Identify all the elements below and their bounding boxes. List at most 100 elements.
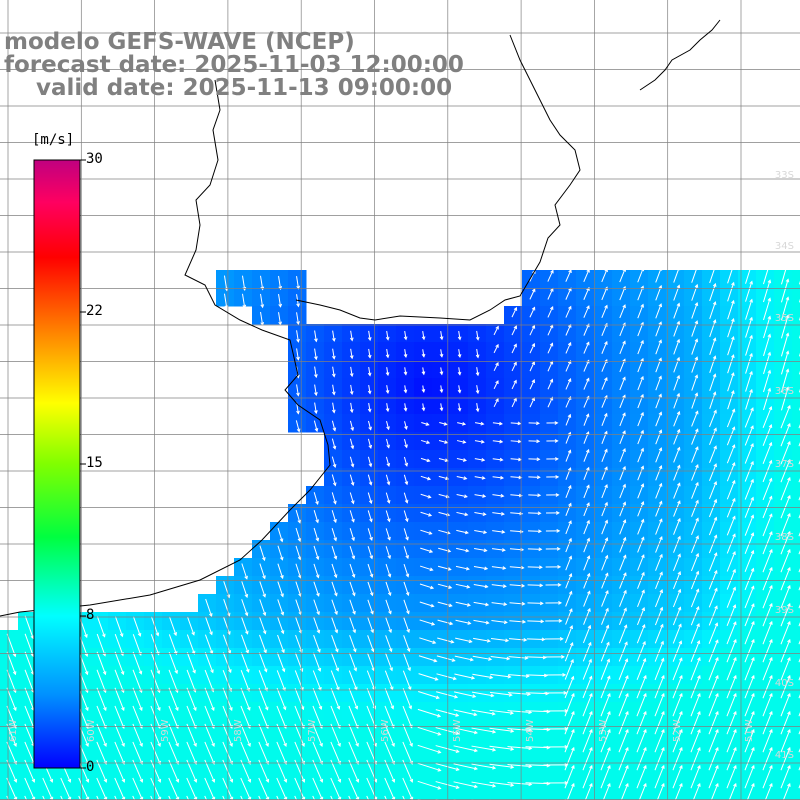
wind-arrow <box>565 537 572 553</box>
wind-arrow <box>349 617 357 634</box>
wind-arrow <box>150 723 161 747</box>
wind-arrow <box>385 330 390 341</box>
wind-arrow <box>545 565 562 569</box>
wind-arrow <box>349 366 354 378</box>
wind-speed-cell <box>792 540 800 559</box>
wind-arrow <box>780 314 790 339</box>
wind-arrow <box>296 330 300 343</box>
wind-arrow <box>295 509 302 524</box>
wind-arrow <box>691 302 699 319</box>
wind-arrow <box>709 373 717 391</box>
wind-arrow <box>726 408 736 428</box>
wind-arrow <box>547 342 554 354</box>
wind-speed-cell <box>792 684 800 703</box>
wind-arrow <box>367 384 372 395</box>
wind-arrow <box>367 635 375 653</box>
wind-speed-cell <box>198 792 217 800</box>
wind-arrow <box>762 441 773 465</box>
wind-arrow <box>708 480 718 500</box>
wind-arrow <box>655 411 663 427</box>
wind-arrow <box>654 640 664 662</box>
wind-arrow <box>385 563 392 578</box>
colorbar-tick-8: 8 <box>86 607 95 623</box>
wind-arrow <box>583 268 590 283</box>
wind-arrow <box>762 710 773 735</box>
wind-arrow <box>491 548 506 552</box>
wind-arrow <box>385 349 390 359</box>
wind-arrow <box>241 581 249 599</box>
wind-arrow <box>673 392 681 409</box>
wind-arrow <box>367 420 372 431</box>
wind-arrow <box>24 759 36 783</box>
wind-arrow <box>654 674 665 699</box>
wind-arrow <box>744 460 754 482</box>
wind-arrow <box>240 670 251 692</box>
wind-arrow <box>435 781 460 789</box>
wind-speed-cell <box>684 792 703 800</box>
wind-arrow <box>421 385 426 393</box>
wind-arrow <box>457 403 462 412</box>
wind-arrow <box>453 691 477 698</box>
wind-arrow <box>709 337 717 355</box>
wind-arrow <box>744 710 755 735</box>
wind-arrow <box>782 782 791 800</box>
wind-arrow <box>331 348 336 360</box>
wind-arrow <box>673 482 681 499</box>
wind-arrow <box>655 339 662 355</box>
wind-arrow <box>565 590 573 607</box>
wind-arrow <box>565 269 572 282</box>
wind-arrow <box>691 374 699 391</box>
wind-arrow <box>453 763 478 771</box>
wind-arrow <box>493 343 499 354</box>
wind-arrow <box>528 439 541 444</box>
wind-arrow <box>511 379 517 390</box>
wind-speed-cell <box>738 792 757 800</box>
wind-arrow <box>417 708 442 718</box>
wind-arrow <box>453 781 478 789</box>
wind-arrow <box>438 547 452 553</box>
wind-arrow <box>763 369 772 393</box>
lon-label: 61W <box>8 719 19 742</box>
wind-arrow <box>132 651 143 675</box>
wind-arrow <box>471 781 497 788</box>
wind-arrow <box>419 601 435 608</box>
wind-arrow <box>708 728 719 753</box>
wind-arrow <box>420 511 433 517</box>
wind-arrow <box>259 563 266 580</box>
wind-arrow <box>636 746 647 771</box>
wind-arrow <box>278 312 282 326</box>
wind-arrow <box>637 357 644 373</box>
wind-arrow <box>637 500 645 517</box>
wind-arrow <box>349 420 355 432</box>
wind-arrow <box>726 479 736 500</box>
wind-arrow <box>565 502 572 517</box>
wind-arrow <box>260 275 265 291</box>
wind-arrow <box>403 581 410 597</box>
wind-arrow <box>331 635 339 653</box>
wind-arrow <box>619 607 627 625</box>
wind-arrow <box>437 565 452 571</box>
wind-arrow <box>583 484 590 499</box>
wind-arrow <box>529 288 536 300</box>
wind-arrow <box>654 746 665 771</box>
wind-arrow <box>655 429 663 445</box>
wind-arrow <box>673 410 681 427</box>
wind-arrow <box>471 727 497 734</box>
wind-arrow <box>492 511 505 516</box>
wind-arrow <box>780 746 791 771</box>
wind-arrow <box>240 723 251 747</box>
wind-arrow <box>384 688 395 710</box>
coastline <box>0 19 721 617</box>
wind-arrow <box>691 410 699 427</box>
wind-arrow <box>168 759 180 783</box>
wind-arrow <box>528 421 540 426</box>
wind-arrow <box>277 634 285 654</box>
wind-arrow <box>296 312 300 326</box>
wind-arrow <box>241 293 247 309</box>
wind-arrow <box>601 537 609 553</box>
wind-speed-cell <box>702 792 721 800</box>
wind-arrow <box>619 376 626 391</box>
wind-arrow <box>709 264 717 284</box>
wind-arrow <box>435 709 460 717</box>
wind-arrow <box>708 516 718 536</box>
